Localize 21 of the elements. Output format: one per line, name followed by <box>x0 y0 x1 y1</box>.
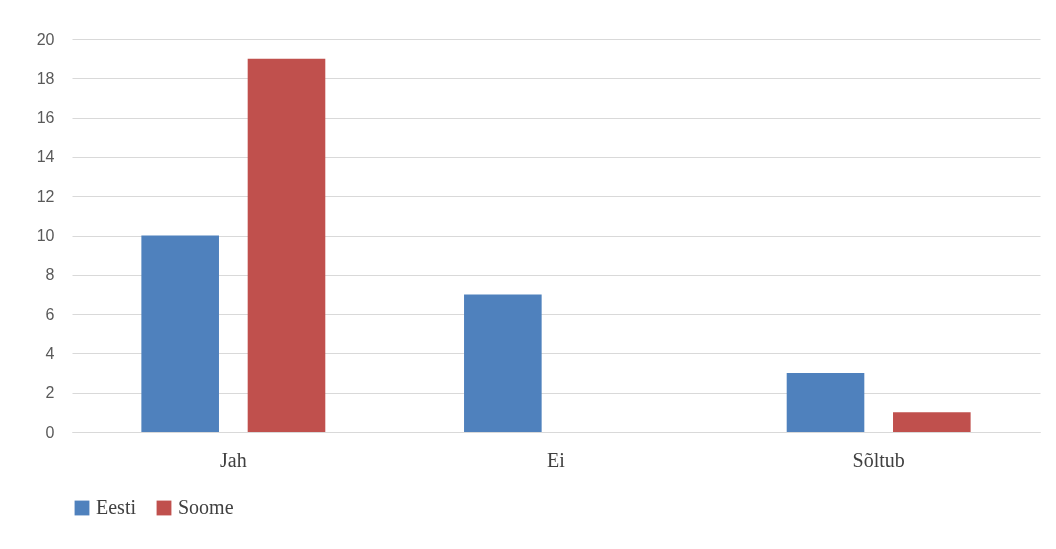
legend-label: Eesti <box>96 496 137 518</box>
bar <box>786 373 865 432</box>
y-tick-label: 18 <box>36 69 55 87</box>
y-tick-label: 20 <box>36 30 55 48</box>
bar <box>464 294 542 432</box>
bar <box>141 235 219 432</box>
x-tick-label: Sõltub <box>852 448 905 471</box>
y-tick-label: 0 <box>45 423 55 441</box>
y-tick-label: 6 <box>45 305 55 323</box>
y-tick-label: 16 <box>36 109 55 127</box>
y-tick-label: 2 <box>45 384 55 402</box>
bar <box>247 58 326 432</box>
y-tick-label: 12 <box>36 187 55 205</box>
y-tick-label: 10 <box>36 227 55 244</box>
x-tick-label: Ei <box>547 448 566 471</box>
y-tick-label: 14 <box>36 148 55 166</box>
bar <box>893 412 971 432</box>
y-tick-label: 8 <box>45 266 55 284</box>
x-tick-label: Jah <box>220 448 247 471</box>
y-tick-label: 4 <box>45 344 55 362</box>
legend-label: Soome <box>178 496 234 518</box>
